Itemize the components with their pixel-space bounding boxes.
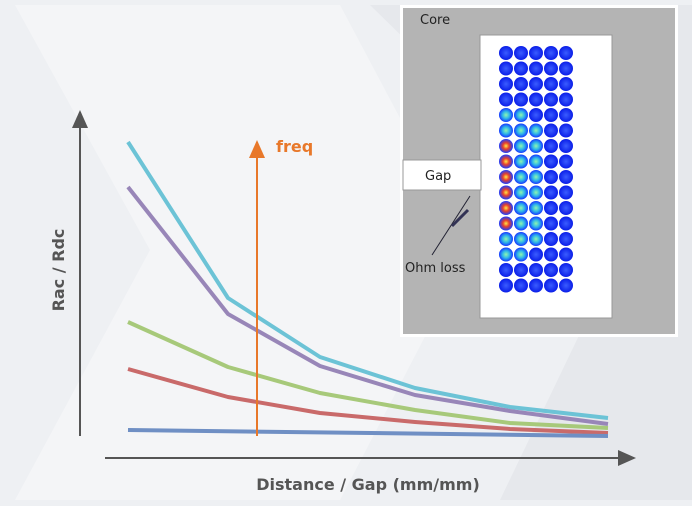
conductor <box>559 77 573 91</box>
conductor <box>529 279 543 293</box>
figure: Rac / Rdc Distance / Gap (mm/mm) freq Co… <box>0 0 692 506</box>
gap-label: Gap <box>425 169 451 184</box>
conductor <box>559 93 573 107</box>
conductor <box>499 108 513 122</box>
conductor <box>544 155 558 169</box>
x-axis-label: Distance / Gap (mm/mm) <box>256 475 480 494</box>
conductor <box>514 279 528 293</box>
conductor <box>544 108 558 122</box>
conductor <box>514 77 528 91</box>
conductor <box>514 46 528 60</box>
conductor <box>514 232 528 246</box>
conductor <box>559 201 573 215</box>
conductor <box>514 62 528 76</box>
conductor <box>529 232 543 246</box>
conductor <box>544 201 558 215</box>
core-label: Core <box>420 13 450 28</box>
conductor <box>529 108 543 122</box>
conductor <box>544 170 558 184</box>
conductor <box>499 248 513 262</box>
conductor <box>499 263 513 277</box>
conductor <box>514 263 528 277</box>
conductor <box>514 155 528 169</box>
conductor <box>529 248 543 262</box>
conductor <box>559 46 573 60</box>
conductor <box>559 279 573 293</box>
conductor <box>559 263 573 277</box>
conductor <box>559 108 573 122</box>
conductor <box>529 46 543 60</box>
conductor <box>559 248 573 262</box>
conductor <box>514 124 528 138</box>
conductor <box>559 232 573 246</box>
conductor <box>559 139 573 153</box>
conductor <box>544 186 558 200</box>
conductor <box>529 263 543 277</box>
conductor <box>529 62 543 76</box>
conductor <box>544 279 558 293</box>
conductor <box>514 93 528 107</box>
conductor <box>529 201 543 215</box>
conductor <box>529 186 543 200</box>
conductor <box>499 46 513 60</box>
conductor <box>499 77 513 91</box>
conductor <box>529 77 543 91</box>
conductor <box>559 170 573 184</box>
conductor <box>544 93 558 107</box>
conductor <box>529 139 543 153</box>
conductor <box>544 263 558 277</box>
conductor <box>514 170 528 184</box>
conductor <box>544 217 558 231</box>
conductor <box>529 217 543 231</box>
conductor <box>529 155 543 169</box>
inset: Core Gap Ohm loss <box>400 5 678 337</box>
conductor <box>499 124 513 138</box>
conductor <box>559 124 573 138</box>
conductor <box>559 62 573 76</box>
conductor <box>529 170 543 184</box>
conductor <box>499 139 513 153</box>
conductor <box>544 124 558 138</box>
conductor <box>499 93 513 107</box>
conductor <box>514 186 528 200</box>
y-axis-label: Rac / Rdc <box>49 229 68 312</box>
conductor <box>544 62 558 76</box>
conductor <box>544 77 558 91</box>
conductor <box>544 139 558 153</box>
conductor <box>514 139 528 153</box>
conductor <box>529 93 543 107</box>
conductor <box>499 217 513 231</box>
ohm-loss-label: Ohm loss <box>405 261 466 276</box>
conductor <box>544 248 558 262</box>
conductor <box>559 186 573 200</box>
conductor <box>499 170 513 184</box>
conductor <box>559 155 573 169</box>
conductor <box>514 248 528 262</box>
conductor <box>544 232 558 246</box>
conductor <box>559 217 573 231</box>
conductor <box>529 124 543 138</box>
conductor <box>514 108 528 122</box>
conductor <box>499 232 513 246</box>
conductor <box>499 279 513 293</box>
freq-label: freq <box>276 137 313 156</box>
conductor <box>514 201 528 215</box>
conductor <box>544 46 558 60</box>
conductor <box>499 201 513 215</box>
conductor <box>499 62 513 76</box>
conductor <box>514 217 528 231</box>
conductor <box>499 186 513 200</box>
conductor <box>499 155 513 169</box>
